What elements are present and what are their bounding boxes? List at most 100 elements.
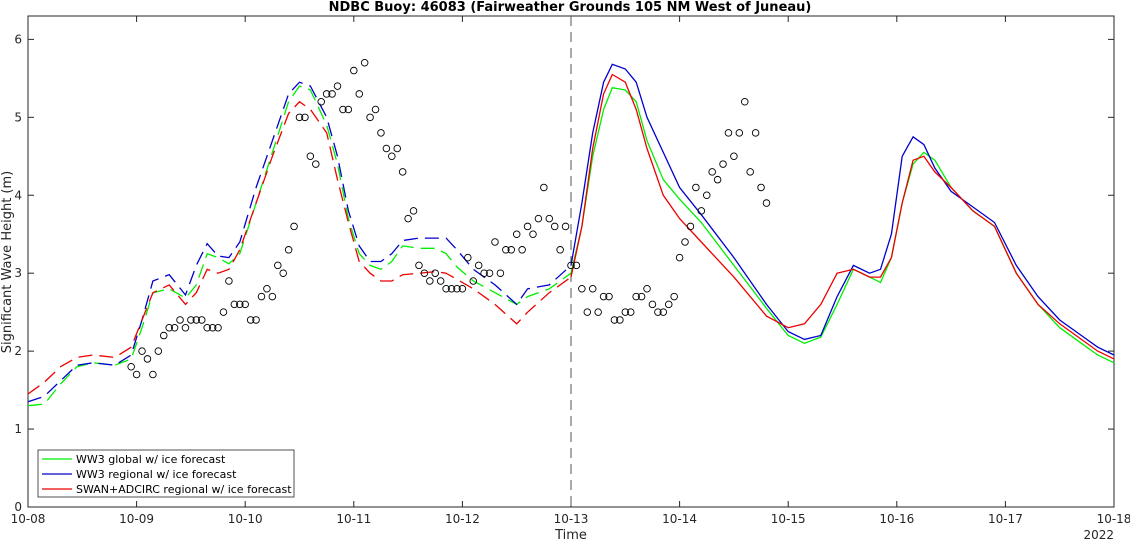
series-0-hindcast-line [27,85,572,407]
observation-point [496,269,505,277]
observation-point [719,160,727,168]
legend: WW3 global w/ ice forecast WW3 regional w… [37,449,295,498]
observation-point [149,370,157,379]
observation-point [252,316,260,324]
observation-point [181,323,190,332]
observation-point [730,152,738,161]
observation-point [708,168,716,176]
observation-point [246,316,255,324]
series-2-hindcast-line [27,100,572,395]
observation-point [703,191,711,200]
observation-point [485,269,494,277]
observation-point [757,183,765,192]
observation-point [540,183,548,192]
observation-point [447,285,456,293]
observation-point [306,152,315,161]
observation-point [257,292,266,301]
observation-point [143,355,152,363]
observation-point [588,285,597,293]
observation-point [605,292,613,301]
observation-point [328,90,336,98]
observation-point [322,90,331,98]
observation-point [594,308,602,316]
observation-point [284,246,293,254]
observation-point [360,59,369,67]
observation-point [572,261,581,270]
observation-point [339,105,347,114]
observation-point [578,285,586,293]
observation-point [382,144,391,153]
y-axis-label: Significant Wave Height (m) [0,171,15,353]
observation-point [512,230,521,238]
observation-point [664,300,673,309]
observation-point [415,261,423,270]
observation-point [398,168,407,176]
observation-point [420,269,429,277]
observation-point [616,316,624,324]
x-tick-label: 10-16 [879,512,914,526]
observation-point [366,113,374,122]
x-tick-label: 10-14 [662,512,697,526]
observation-point [409,207,418,215]
series-1-forecast-line [570,63,1115,356]
observation-point [561,222,570,231]
observation-point [610,316,619,324]
legend-label-0: WW3 global w/ ice forecast [76,453,226,466]
observation-point [713,175,722,184]
legend-label-2: SWAN+ADCIRC regional w/ ice forecast [76,483,292,496]
x-tick-label: 10-12 [445,512,480,526]
observation-point [762,199,771,207]
observation-point [480,269,488,277]
observation-point [686,222,695,231]
observation-point [583,308,592,316]
observation-point [377,129,385,137]
observation-point [230,300,239,309]
observation-point [263,285,271,293]
observation-point [431,269,440,277]
observation-point [637,292,646,301]
observation-point [170,323,179,332]
observation-point [648,300,657,309]
observation-point [626,308,635,316]
observation-point [187,316,195,324]
observation-point [192,316,201,324]
observation-point [545,214,554,223]
observation-point [393,144,401,153]
observation-point [670,292,678,301]
observation-point [333,82,342,90]
observation-point [219,308,228,316]
observation-point [529,230,537,238]
observation-point [681,238,689,246]
observation-point [241,300,249,309]
observation-point [659,308,668,316]
observation-point [127,362,135,371]
observation-point [567,261,575,270]
x-tick-label: 10-18 [1097,512,1130,526]
y-tick-label: 4 [14,188,22,202]
observation-point [268,292,277,301]
legend-box [37,449,295,498]
observation-point [621,308,630,316]
observation-point [518,246,526,254]
observation-point [236,300,244,309]
observation-point [599,292,608,301]
observation-point [165,323,173,332]
observation-point [724,129,733,137]
series-2-forecast-line [570,73,1115,360]
y-tick-label: 6 [14,32,22,46]
y-tick-label: 3 [14,266,22,280]
observation-point [458,285,467,293]
x-tick-label: 10-11 [336,512,371,526]
observation-point [502,246,510,254]
observation-point [534,214,543,223]
observation-point [464,253,472,262]
x-tick-label: 10-09 [119,512,154,526]
x-tick-label: 10-10 [228,512,263,526]
observation-point [523,222,532,231]
observation-point [556,246,564,254]
y-tick-label: 5 [14,110,22,124]
observation-point [442,285,450,293]
observation-point [312,160,320,168]
observation-point [138,347,146,355]
